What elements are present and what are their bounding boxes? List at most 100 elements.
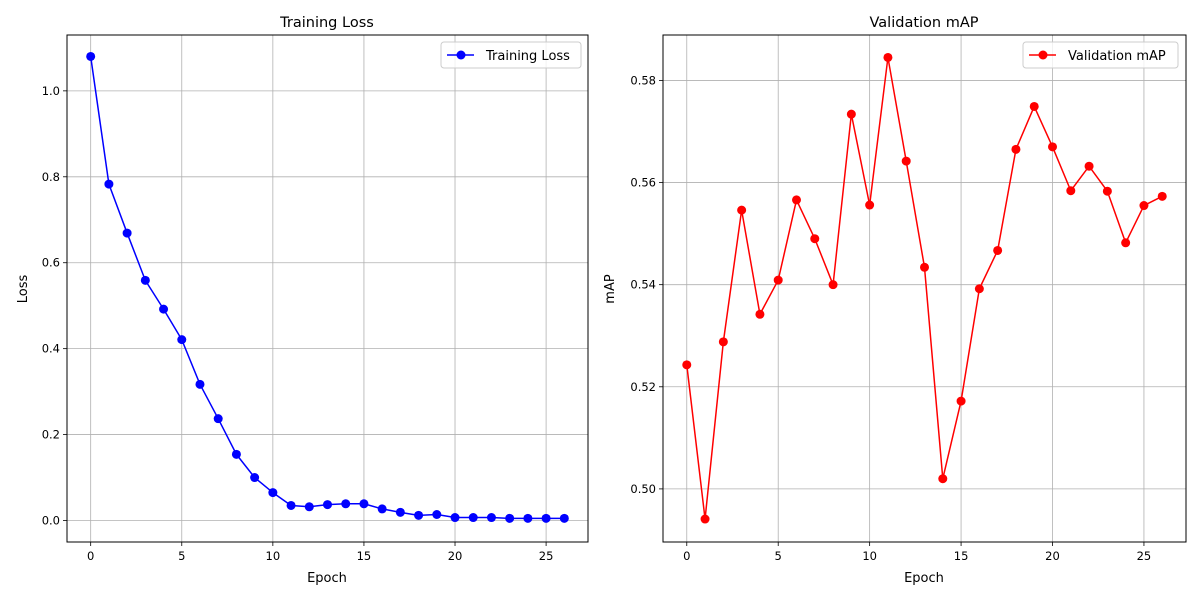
data-point bbox=[773, 275, 783, 285]
data-point bbox=[159, 304, 169, 314]
data-point bbox=[938, 474, 948, 484]
y-tick-label: 1.0 bbox=[42, 84, 60, 98]
x-tick-label: 15 bbox=[954, 549, 969, 563]
x-tick-label: 0 bbox=[683, 549, 690, 563]
legend-box bbox=[440, 41, 582, 69]
chart-title: Training Loss bbox=[279, 15, 374, 31]
data-point bbox=[541, 513, 551, 523]
data-point bbox=[755, 309, 765, 319]
x-tick-label: 20 bbox=[1045, 549, 1060, 563]
legend: Training Loss bbox=[440, 41, 582, 69]
x-tick-label: 20 bbox=[448, 549, 463, 563]
grid bbox=[663, 35, 1186, 542]
y-tick-label: 0.6 bbox=[42, 256, 60, 270]
data-point bbox=[737, 205, 747, 215]
plot-area bbox=[67, 35, 588, 542]
data-point bbox=[177, 335, 187, 345]
tick-layer: 0 5 10 15 20 25 0.50 0.52 0.54 0.56 0.58 bbox=[630, 73, 1151, 563]
x-tick-label: 15 bbox=[357, 549, 372, 563]
x-axis-label: Epoch bbox=[307, 571, 347, 586]
data-point bbox=[791, 195, 801, 205]
data-point bbox=[901, 156, 911, 166]
data-point bbox=[559, 513, 569, 523]
data-point bbox=[1139, 201, 1149, 211]
data-point bbox=[718, 337, 728, 347]
validation-map-panel: 0 5 10 15 20 25 0.50 0.52 0.54 0.56 0.58 Validatio… bbox=[603, 15, 1187, 586]
y-axis-label: Loss bbox=[16, 275, 31, 304]
data-point bbox=[1121, 238, 1131, 248]
y-tick-label: 0.50 bbox=[630, 482, 656, 496]
data-point bbox=[920, 262, 929, 272]
x-tick-label: 5 bbox=[178, 549, 185, 563]
y-tick-label: 0.0 bbox=[42, 514, 60, 528]
x-tick-label: 0 bbox=[87, 549, 94, 563]
y-tick-label: 0.4 bbox=[42, 342, 60, 356]
data-point bbox=[682, 360, 692, 370]
legend: Validation mAP bbox=[1022, 41, 1179, 69]
axes-frame bbox=[662, 34, 1187, 543]
data-point bbox=[231, 449, 241, 459]
series-layer bbox=[86, 51, 569, 523]
x-tick-label: 10 bbox=[862, 549, 877, 563]
data-point bbox=[523, 513, 533, 523]
data-point bbox=[195, 379, 205, 389]
legend-box bbox=[1022, 41, 1179, 69]
data-point bbox=[1157, 191, 1167, 201]
data-point bbox=[1029, 101, 1039, 111]
y-tick-label: 0.58 bbox=[630, 73, 656, 87]
y-tick-label: 0.2 bbox=[42, 428, 60, 442]
data-point bbox=[974, 284, 984, 294]
data-point bbox=[86, 51, 96, 61]
y-axis-label: mAP bbox=[603, 274, 618, 304]
data-point bbox=[1102, 186, 1112, 196]
data-point bbox=[1048, 142, 1058, 152]
chart-title: Validation mAP bbox=[870, 15, 979, 31]
y-tick-label: 0.56 bbox=[630, 176, 656, 190]
data-point bbox=[865, 200, 875, 210]
data-point bbox=[432, 510, 442, 520]
legend-label: Training Loss bbox=[485, 49, 570, 64]
y-tick-label: 0.8 bbox=[42, 170, 60, 184]
data-point bbox=[304, 502, 314, 512]
data-point bbox=[993, 245, 1003, 255]
x-tick-label: 25 bbox=[1137, 549, 1152, 563]
data-point bbox=[505, 513, 515, 523]
data-point bbox=[486, 513, 496, 523]
plot-area bbox=[663, 35, 1186, 542]
data-point bbox=[104, 179, 114, 189]
y-tick-label: 0.54 bbox=[630, 278, 656, 292]
data-point bbox=[1084, 161, 1094, 171]
x-tick-label: 10 bbox=[266, 549, 281, 563]
data-point bbox=[377, 504, 387, 514]
data-point bbox=[828, 280, 838, 290]
training-loss-panel: 0 5 10 15 20 25 0.0 0.2 0.4 0.6 0.8 1.0 Training Lo… bbox=[16, 15, 589, 586]
legend-marker-swatch bbox=[1038, 50, 1048, 60]
data-point bbox=[1066, 186, 1076, 196]
data-point bbox=[286, 500, 296, 510]
grid bbox=[67, 35, 588, 542]
data-point bbox=[213, 414, 223, 424]
data-point bbox=[250, 473, 260, 483]
data-point bbox=[122, 228, 132, 238]
data-point bbox=[700, 514, 710, 524]
data-point bbox=[1011, 144, 1021, 154]
data-point bbox=[323, 500, 332, 510]
data-point bbox=[359, 499, 369, 509]
legend-marker-swatch bbox=[456, 50, 466, 60]
tick-layer: 0 5 10 15 20 25 0.0 0.2 0.4 0.6 0.8 1.0 bbox=[42, 84, 554, 563]
legend-label: Validation mAP bbox=[1068, 49, 1166, 64]
data-point bbox=[341, 499, 351, 509]
x-tick-label: 25 bbox=[539, 549, 554, 563]
data-point bbox=[810, 234, 820, 244]
y-tick-label: 0.52 bbox=[630, 380, 656, 394]
data-point bbox=[395, 507, 405, 517]
data-point bbox=[846, 109, 856, 119]
data-point bbox=[883, 52, 893, 62]
data-point bbox=[268, 488, 278, 498]
data-point bbox=[450, 513, 460, 523]
data-point bbox=[140, 275, 150, 285]
data-point bbox=[414, 510, 424, 520]
series-layer bbox=[682, 52, 1167, 524]
x-axis-label: Epoch bbox=[904, 571, 944, 586]
